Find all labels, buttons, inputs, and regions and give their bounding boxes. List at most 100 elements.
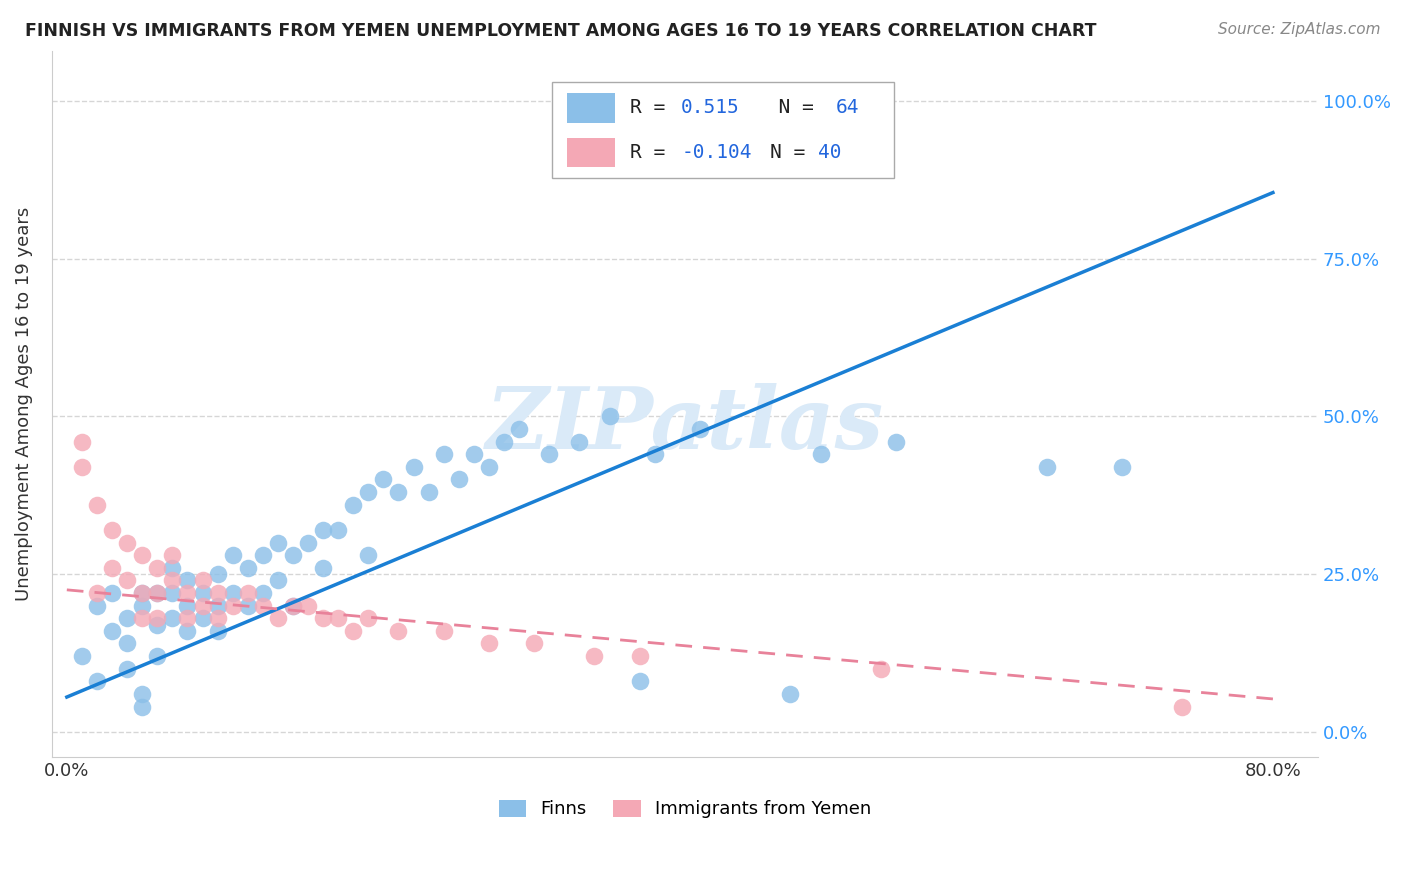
Text: 0.515: 0.515: [681, 98, 740, 118]
Point: [86, 586, 108, 600]
Point: [1111, 459, 1133, 474]
Point: [207, 611, 229, 625]
Point: [146, 561, 169, 575]
Point: [162, 561, 184, 575]
Point: [115, 574, 138, 588]
Text: FINNISH VS IMMIGRANTS FROM YEMEN UNEMPLOYMENT AMONG AGES 16 TO 19 YEARS CORRELAT: FINNISH VS IMMIGRANTS FROM YEMEN UNEMPLO…: [25, 22, 1097, 40]
Point: [101, 624, 124, 638]
Point: [191, 586, 214, 600]
Point: [146, 586, 169, 600]
Point: [267, 535, 290, 549]
Point: [492, 434, 515, 449]
Point: [884, 434, 907, 449]
Point: [131, 611, 153, 625]
Point: [146, 611, 169, 625]
Point: [628, 648, 651, 663]
Point: [101, 561, 124, 575]
Point: [70, 459, 93, 474]
Bar: [567, 137, 616, 167]
Point: [236, 586, 259, 600]
Point: [870, 662, 893, 676]
Point: [221, 548, 243, 562]
Point: [146, 648, 169, 663]
Point: [131, 687, 153, 701]
Point: [252, 548, 274, 562]
Point: [236, 599, 259, 613]
Point: [115, 662, 138, 676]
Point: [176, 624, 198, 638]
Point: [342, 624, 364, 638]
Point: [418, 485, 440, 500]
Point: [357, 611, 380, 625]
Point: [644, 447, 666, 461]
Point: [538, 447, 561, 461]
Point: [131, 586, 153, 600]
Point: [523, 636, 546, 650]
Point: [328, 523, 350, 537]
Point: [583, 648, 606, 663]
Point: [297, 599, 319, 613]
Point: [357, 485, 380, 500]
Point: [267, 611, 290, 625]
Point: [221, 586, 243, 600]
Point: [252, 586, 274, 600]
Point: [176, 586, 198, 600]
Point: [281, 548, 304, 562]
Point: [267, 574, 290, 588]
Point: [281, 599, 304, 613]
Point: [463, 447, 485, 461]
Point: [86, 599, 108, 613]
Point: [162, 574, 184, 588]
Point: [373, 473, 395, 487]
Text: R =: R =: [630, 98, 678, 118]
Text: ZIPatlas: ZIPatlas: [486, 384, 884, 467]
Text: -0.104: -0.104: [681, 143, 752, 161]
Point: [176, 611, 198, 625]
Point: [221, 599, 243, 613]
Point: [146, 617, 169, 632]
Point: [357, 548, 380, 562]
Point: [131, 548, 153, 562]
Point: [131, 599, 153, 613]
Bar: [567, 93, 616, 123]
Point: [433, 624, 456, 638]
FancyBboxPatch shape: [553, 82, 894, 178]
Point: [568, 434, 591, 449]
Text: R =: R =: [630, 143, 678, 161]
Point: [162, 548, 184, 562]
Text: 64: 64: [835, 98, 859, 118]
Point: [252, 599, 274, 613]
Point: [191, 599, 214, 613]
Point: [508, 422, 530, 436]
Point: [599, 409, 621, 424]
Point: [115, 611, 138, 625]
Point: [478, 459, 501, 474]
Point: [312, 611, 335, 625]
Point: [689, 422, 711, 436]
Point: [312, 561, 335, 575]
Point: [433, 447, 456, 461]
Point: [779, 687, 801, 701]
Point: [447, 473, 470, 487]
Point: [70, 434, 93, 449]
Point: [115, 535, 138, 549]
Point: [810, 447, 832, 461]
Point: [342, 498, 364, 512]
Point: [387, 485, 409, 500]
Point: [176, 574, 198, 588]
Text: Source: ZipAtlas.com: Source: ZipAtlas.com: [1218, 22, 1381, 37]
Point: [115, 636, 138, 650]
Point: [70, 648, 93, 663]
Point: [1036, 459, 1059, 474]
Point: [176, 599, 198, 613]
Point: [207, 624, 229, 638]
Point: [207, 567, 229, 582]
Point: [86, 674, 108, 689]
Y-axis label: Unemployment Among Ages 16 to 19 years: Unemployment Among Ages 16 to 19 years: [15, 207, 32, 601]
Point: [101, 523, 124, 537]
Point: [236, 561, 259, 575]
Text: 40: 40: [818, 143, 841, 161]
Point: [131, 699, 153, 714]
Point: [86, 498, 108, 512]
Point: [101, 586, 124, 600]
